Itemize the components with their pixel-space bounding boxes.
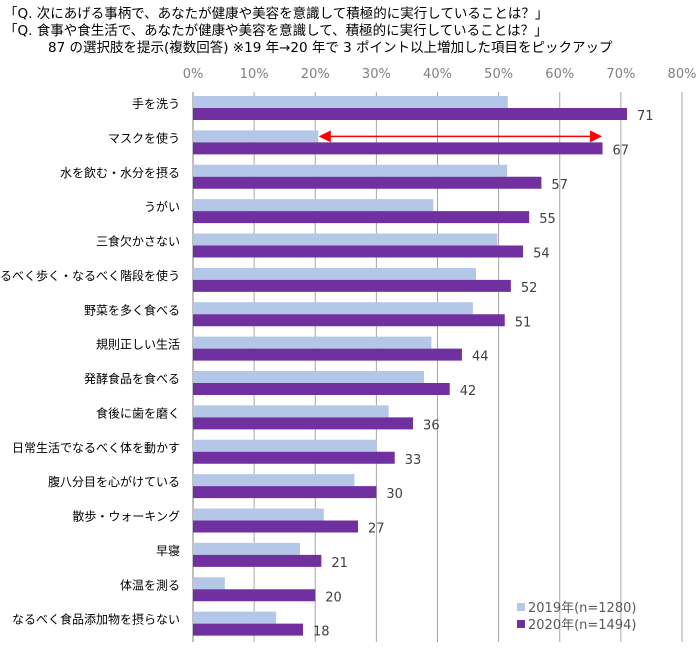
title-line-1: 「Q. 次にあげる事柄で、あなたが健康や美容を意識して積極的に実行していることは… (4, 6, 549, 22)
x-tick-label: 40% (423, 67, 452, 82)
bar-2020 (193, 554, 322, 567)
x-tick-label: 10% (240, 67, 269, 82)
category-label: なるべく歩く・なるべく階段を使う (0, 268, 180, 283)
bar-2019 (193, 96, 508, 108)
bar-2020 (193, 108, 627, 120)
x-tick-label: 0% (183, 67, 204, 82)
category-label: 早寝 (156, 543, 180, 558)
data-label: 30 (386, 487, 403, 502)
data-label: 71 (637, 109, 654, 124)
data-label: 51 (515, 315, 532, 330)
legend-label: 2020年(n=1494) (528, 618, 636, 633)
title-line-2: 「Q. 食事や食生活で、あなたが健康や美容を意識して、積極的に実行していることは… (4, 23, 548, 39)
bar-2020 (193, 142, 603, 155)
bar-2019 (193, 302, 473, 315)
bar-2019 (193, 371, 425, 383)
category-label: 食後に歯を磨く (96, 405, 180, 420)
bar-2019 (193, 336, 432, 349)
bar-2020 (193, 383, 450, 395)
data-label: 55 (539, 212, 556, 227)
category-label: 野菜を多く食べる (84, 302, 180, 317)
category-label: うがい (144, 199, 180, 214)
bar-2020 (193, 176, 542, 189)
bar-2019 (193, 577, 225, 590)
category-label: 体温を測る (120, 578, 180, 592)
bar-2020 (193, 417, 414, 430)
legend-label: 2019年(n=1280) (528, 601, 636, 616)
x-tick-label: 50% (484, 67, 513, 82)
x-tick-label: 70% (606, 67, 635, 82)
bar-2020 (193, 589, 316, 602)
bar-2020 (193, 314, 505, 327)
bar-2019 (193, 508, 324, 521)
bar-2019 (193, 130, 319, 143)
data-label: 27 (368, 522, 385, 537)
bar-2019 (193, 267, 477, 280)
x-tick-label: 80% (668, 67, 697, 82)
bar-2020 (193, 245, 524, 258)
legend-swatch (517, 620, 525, 628)
bar-2020 (193, 279, 511, 292)
bar-2020 (193, 211, 530, 224)
category-label: マスクを使う (108, 130, 180, 145)
bar-2019 (193, 199, 434, 212)
legend-swatch (517, 603, 525, 611)
category-label: 腹八分目を心がけている (48, 474, 180, 489)
x-tick-label: 20% (301, 67, 330, 82)
bar-2019 (193, 439, 377, 452)
bar-2020 (193, 348, 462, 361)
bar-2019 (193, 611, 277, 624)
bar-2020 (193, 486, 377, 499)
data-label: 54 (533, 247, 550, 262)
title-line-3: 87 の選択肢を提示(複数回答) ※19 年→20 年で 3 ポイント以上増加し… (48, 40, 613, 56)
bar-2019 (193, 164, 508, 177)
category-label: 散歩・ウォーキング (72, 509, 180, 524)
data-label: 36 (423, 418, 440, 433)
data-label: 20 (325, 590, 342, 605)
data-label: 67 (613, 143, 630, 158)
bar-2020 (193, 451, 395, 464)
category-label: 三食欠かさない (96, 234, 180, 249)
category-label: 規則正しい生活 (96, 337, 180, 352)
data-label: 21 (331, 556, 348, 571)
data-label: 52 (521, 281, 538, 296)
category-label: 手を洗う (132, 97, 180, 111)
category-label: なるべく食品添加物を摂らない (12, 612, 180, 627)
bar-2020 (193, 520, 359, 533)
data-label: 18 (313, 625, 330, 640)
bar-2019 (193, 542, 300, 555)
bar-2020 (193, 623, 304, 636)
bar-2019 (193, 233, 498, 246)
bar-2019 (193, 405, 389, 418)
data-label: 33 (405, 453, 422, 468)
data-label: 42 (460, 384, 477, 399)
bar-2019 (193, 474, 355, 487)
data-label: 44 (472, 350, 489, 365)
category-label: 日常生活でなるべく体を動かす (12, 441, 180, 455)
x-tick-label: 60% (545, 67, 574, 82)
data-label: 57 (551, 178, 568, 193)
category-label: 水を飲む・水分を摂る (60, 165, 180, 180)
x-tick-label: 30% (362, 67, 391, 82)
category-label: 発酵食品を食べる (84, 371, 180, 386)
